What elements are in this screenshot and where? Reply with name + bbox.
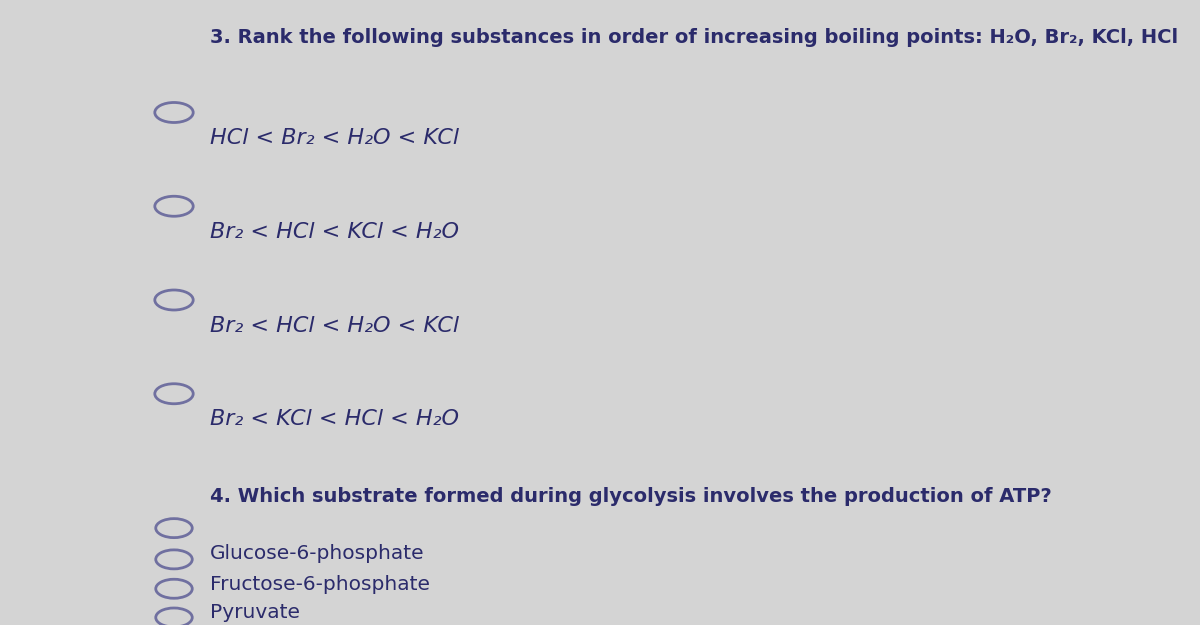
Text: Fructose-6-phosphate: Fructose-6-phosphate xyxy=(210,575,430,594)
Text: Br₂ < HCl < H₂O < KCl: Br₂ < HCl < H₂O < KCl xyxy=(210,316,458,336)
Text: Pyruvate: Pyruvate xyxy=(210,603,300,622)
Text: Glucose-6-phosphate: Glucose-6-phosphate xyxy=(210,544,425,562)
Text: Br₂ < HCl < KCl < H₂O: Br₂ < HCl < KCl < H₂O xyxy=(210,222,458,242)
Text: HCl < Br₂ < H₂O < KCl: HCl < Br₂ < H₂O < KCl xyxy=(210,128,458,148)
Text: 3. Rank the following substances in order of increasing boiling points: H₂O, Br₂: 3. Rank the following substances in orde… xyxy=(210,28,1178,47)
Text: Br₂ < KCl < HCl < H₂O: Br₂ < KCl < HCl < H₂O xyxy=(210,409,458,429)
Text: 4. Which substrate formed during glycolysis involves the production of ATP?: 4. Which substrate formed during glycoly… xyxy=(210,488,1051,506)
